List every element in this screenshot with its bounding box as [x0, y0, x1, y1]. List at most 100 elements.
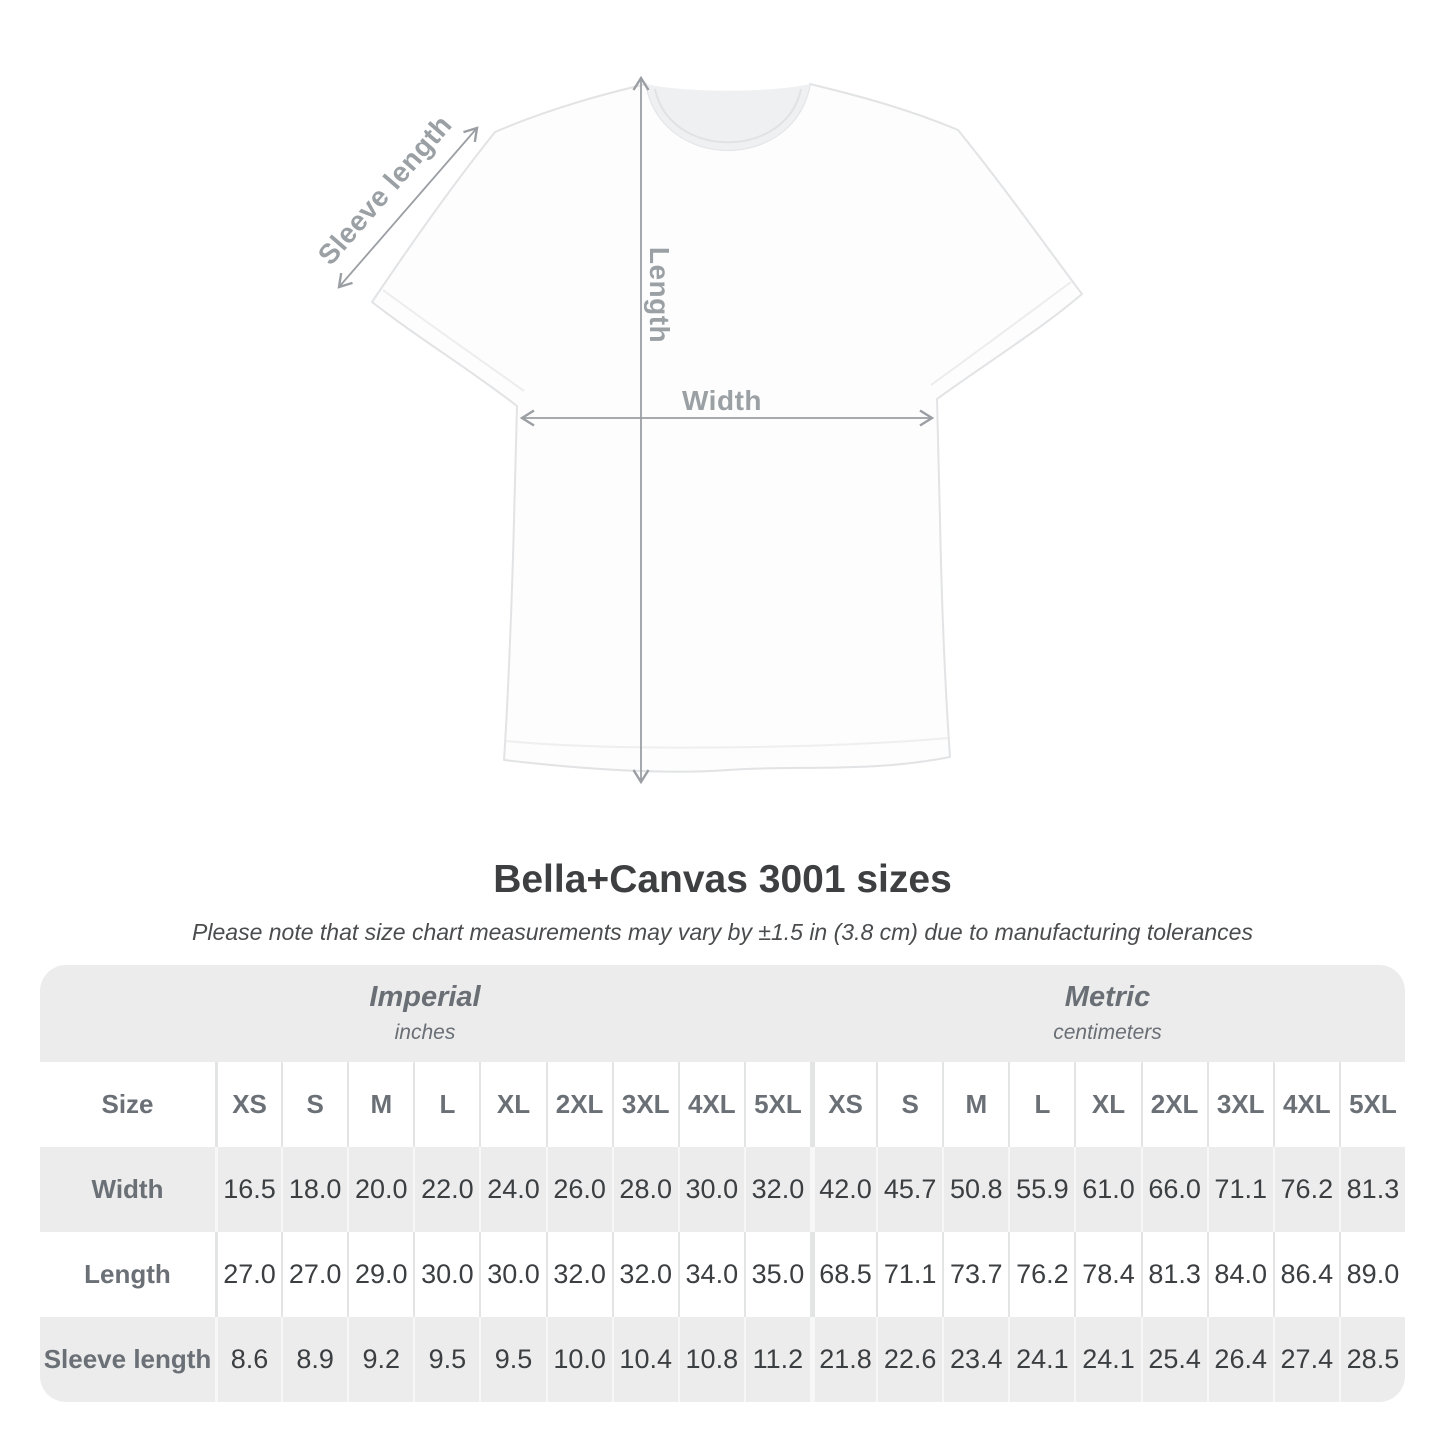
length-m-imperial-value: 29.0 — [347, 1232, 413, 1317]
width-xl-metric-value: 61.0 — [1074, 1147, 1140, 1232]
size-header-2xl-imperial: 2XL — [545, 1062, 612, 1147]
width-xs-imperial-value: 16.5 — [215, 1147, 281, 1232]
sleeve-length-xl-metric-value: 24.1 — [1074, 1317, 1140, 1402]
length-3xl-metric-value: 84.0 — [1206, 1232, 1273, 1317]
tshirt-right-cuff-seam — [930, 281, 1072, 386]
length-xs-imperial-value: 27.0 — [215, 1232, 281, 1317]
size-header-5xl-imperial: 5XL — [743, 1062, 810, 1147]
page-title: Bella+Canvas 3001 sizes — [493, 858, 952, 901]
size-header-l-imperial: L — [413, 1062, 479, 1147]
tolerance-note: Please note that size chart measurements… — [192, 919, 1253, 945]
length-2xl-metric-value: 81.3 — [1140, 1232, 1207, 1317]
sleeve-length-3xl-imperial-value: 10.4 — [611, 1317, 678, 1402]
measurement-arrows — [337, 75, 935, 785]
length-xs-metric-value: 68.5 — [810, 1232, 876, 1317]
sleeve-length-s-metric-value: 22.6 — [876, 1317, 942, 1402]
size-header-xl-imperial: XL — [479, 1062, 545, 1147]
length-4xl-metric-value: 86.4 — [1272, 1232, 1339, 1317]
width-label: Width — [682, 385, 762, 416]
row-label-length: Length — [84, 1259, 171, 1289]
length-m-metric-value: 73.7 — [942, 1232, 1008, 1317]
width-s-imperial-value: 18.0 — [281, 1147, 347, 1232]
size-header-m-metric: M — [942, 1062, 1008, 1147]
width-l-metric-value: 55.9 — [1008, 1147, 1074, 1232]
size-header-4xl-imperial: 4XL — [677, 1062, 744, 1147]
length-l-imperial-value: 30.0 — [413, 1232, 479, 1317]
sleeve-length-5xl-imperial-value: 11.2 — [743, 1317, 810, 1402]
size-header-3xl-imperial: 3XL — [611, 1062, 678, 1147]
width-4xl-imperial-value: 30.0 — [677, 1147, 744, 1232]
size-header-row: Size XS S M L XL 2XL 3XL 4XL 5XL XS S M L XL 2XL 3XL 4XL 5… — [40, 1062, 1405, 1147]
table-row-length: Length 27.0 27.0 29.0 30.0 30.0 32.0 32.0 34.0 35… — [40, 1232, 1405, 1317]
sleeve-length-4xl-metric-value: 27.4 — [1272, 1317, 1339, 1402]
sleeve-length-l-metric-value: 24.1 — [1008, 1317, 1074, 1402]
size-header-3xl-metric: 3XL — [1206, 1062, 1273, 1147]
tshirt-collar-seam — [654, 88, 802, 144]
size-diagram: Sleeve length Length Width — [312, 75, 1083, 785]
length-4xl-imperial-value: 34.0 — [677, 1232, 744, 1317]
sleeve-length-l-imperial-value: 9.5 — [413, 1317, 479, 1402]
sleeve-length-arrow — [337, 126, 479, 289]
length-2xl-imperial-value: 32.0 — [545, 1232, 612, 1317]
sleeve-length-m-metric-value: 23.4 — [942, 1317, 1008, 1402]
sleeve-length-xs-imperial-value: 8.6 — [215, 1317, 281, 1402]
size-header-2xl-metric: 2XL — [1140, 1062, 1207, 1147]
metric-unit: centimeters — [1053, 1020, 1162, 1044]
unit-header-imperial: Imperial inches — [40, 965, 810, 1062]
tshirt-graphic — [371, 83, 1083, 773]
size-header-l-metric: L — [1008, 1062, 1074, 1147]
row-label-width: Width — [91, 1174, 164, 1204]
width-5xl-metric-value: 81.3 — [1338, 1147, 1405, 1232]
sleeve-length-5xl-metric-value: 28.5 — [1338, 1317, 1405, 1402]
length-3xl-imperial-value: 32.0 — [611, 1232, 678, 1317]
tshirt-diagram-svg: Sleeve length Length Width — [312, 75, 1083, 785]
table-row-sleeve-length: Sleeve length 8.6 8.9 9.2 9.5 9.5 10.0 10.4 10.8… — [40, 1317, 1405, 1402]
tshirt-hem-seam — [505, 737, 949, 749]
tshirt-left-cuff-seam — [382, 289, 525, 392]
width-xl-imperial-value: 24.0 — [479, 1147, 545, 1232]
length-s-metric-value: 71.1 — [876, 1232, 942, 1317]
length-xl-metric-value: 78.4 — [1074, 1232, 1140, 1317]
row-label-sleeve-length: Sleeve length — [43, 1344, 212, 1374]
sleeve-length-s-imperial-value: 8.9 — [281, 1317, 347, 1402]
size-column-header: Size — [101, 1089, 154, 1119]
sleeve-length-3xl-metric-value: 26.4 — [1206, 1317, 1273, 1402]
length-xl-imperial-value: 30.0 — [479, 1232, 545, 1317]
width-xs-metric-value: 42.0 — [810, 1147, 876, 1232]
sleeve-length-2xl-imperial-value: 10.0 — [545, 1317, 612, 1402]
width-4xl-metric-value: 76.2 — [1272, 1147, 1339, 1232]
size-header-4xl-metric: 4XL — [1272, 1062, 1339, 1147]
size-header-xs-metric: XS — [810, 1062, 876, 1147]
size-header-m-imperial: M — [347, 1062, 413, 1147]
sleeve-length-m-imperial-value: 9.2 — [347, 1317, 413, 1402]
length-5xl-metric-value: 89.0 — [1338, 1232, 1405, 1317]
width-m-metric-value: 50.8 — [942, 1147, 1008, 1232]
sleeve-length-xl-imperial-value: 9.5 — [479, 1317, 545, 1402]
table-row-width: Width 16.5 18.0 20.0 22.0 24.0 26.0 28.0 30.0 32.… — [40, 1147, 1405, 1232]
width-5xl-imperial-value: 32.0 — [743, 1147, 810, 1232]
width-3xl-imperial-value: 28.0 — [611, 1147, 678, 1232]
width-s-metric-value: 45.7 — [876, 1147, 942, 1232]
tshirt-body — [371, 83, 1083, 773]
width-2xl-imperial-value: 26.0 — [545, 1147, 612, 1232]
sleeve-length-xs-metric-value: 21.8 — [810, 1317, 876, 1402]
length-label: Length — [644, 247, 675, 343]
size-header-s-metric: S — [876, 1062, 942, 1147]
length-l-metric-value: 76.2 — [1008, 1232, 1074, 1317]
sleeve-length-2xl-metric-value: 25.4 — [1140, 1317, 1207, 1402]
tshirt-neck-opening — [646, 84, 810, 150]
size-header-xs-imperial: XS — [215, 1062, 281, 1147]
unit-header-band: Imperial inches Metric centimeters — [40, 965, 1405, 1062]
width-m-imperial-value: 20.0 — [347, 1147, 413, 1232]
size-table: Imperial inches Metric centimeters Size X… — [40, 965, 1405, 1402]
length-s-imperial-value: 27.0 — [281, 1232, 347, 1317]
length-5xl-imperial-value: 35.0 — [743, 1232, 810, 1317]
width-2xl-metric-value: 66.0 — [1140, 1147, 1207, 1232]
imperial-label: Imperial — [369, 981, 481, 1014]
size-header-s-imperial: S — [281, 1062, 347, 1147]
width-3xl-metric-value: 71.1 — [1206, 1147, 1273, 1232]
width-l-imperial-value: 22.0 — [413, 1147, 479, 1232]
unit-header-metric: Metric centimeters — [810, 965, 1405, 1062]
imperial-unit: inches — [394, 1020, 456, 1044]
